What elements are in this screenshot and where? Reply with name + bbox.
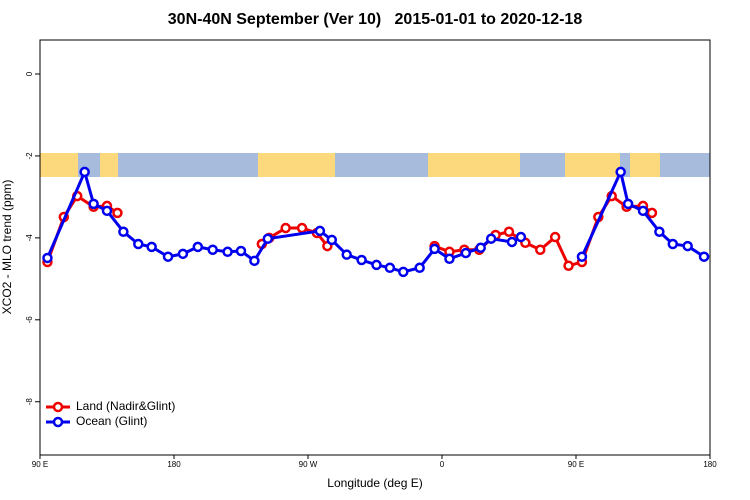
y-tick-label: -8: [25, 398, 34, 406]
data-point: [398, 266, 409, 278]
x-tick-label: 90 E: [32, 460, 48, 469]
data-point: [503, 226, 515, 237]
land-patch: [100, 153, 118, 177]
data-point: [146, 241, 157, 253]
data-point: [515, 231, 527, 243]
legend-marker: [52, 416, 64, 428]
data-point: [698, 251, 710, 262]
data-point: [42, 252, 53, 264]
data-point: [296, 222, 308, 234]
data-point: [622, 198, 634, 210]
data-point: [429, 243, 440, 255]
x-axis-label: Longitude (deg E): [327, 476, 422, 490]
data-point: [654, 226, 665, 237]
data-point: [371, 259, 382, 271]
data-point: [563, 260, 574, 271]
x-tick-label: 90 E: [568, 460, 584, 469]
data-point: [475, 242, 486, 253]
land-patch: [565, 153, 620, 177]
legend-marker: [52, 401, 64, 413]
data-point: [314, 225, 326, 237]
series-line: [46, 170, 705, 274]
data-point: [444, 253, 455, 265]
data-point: [222, 246, 233, 258]
data-point: [207, 244, 218, 256]
data-point: [615, 166, 626, 178]
data-point: [646, 207, 658, 219]
land-patch: [258, 153, 335, 177]
data-point: [682, 240, 693, 252]
data-point: [112, 207, 123, 219]
x-tick-label: 90 W: [299, 460, 318, 469]
data-point: [101, 205, 113, 217]
y-tick-label: -2: [25, 152, 34, 160]
data-point: [341, 249, 352, 260]
data-point: [384, 262, 396, 274]
x-tick-label: 180: [167, 460, 181, 469]
data-point: [192, 241, 204, 253]
legend-label: Ocean (Glint): [76, 414, 147, 428]
data-point: [356, 254, 367, 266]
data-point: [262, 233, 274, 244]
data-point: [637, 205, 649, 217]
data-point: [79, 166, 90, 178]
y-axis-label: XCO2 - MLO trend (ppm): [0, 180, 14, 315]
land-patch: [428, 153, 520, 177]
data-point: [133, 238, 144, 250]
y-tick-label: -6: [25, 316, 34, 324]
data-point: [506, 236, 518, 248]
legend-label: Land (Nadir&Glint): [76, 399, 175, 413]
x-tick-label: 0: [440, 460, 445, 469]
data-point: [535, 244, 546, 256]
data-point: [280, 222, 291, 234]
x-tick-label: 180: [703, 460, 717, 469]
y-tick-label: -4: [25, 234, 34, 242]
data-point: [162, 251, 174, 262]
map-strip: [40, 153, 710, 177]
data-point: [249, 255, 260, 267]
land-patch: [40, 153, 78, 177]
data-point: [485, 233, 497, 244]
land-patch: [630, 153, 660, 177]
data-point: [235, 245, 247, 257]
data-point: [88, 198, 99, 210]
data-point: [667, 238, 679, 250]
data-point: [414, 262, 425, 274]
data-point: [118, 226, 129, 237]
chart-title: 30N-40N September (Ver 10) 2015-01-01 to…: [168, 11, 583, 28]
data-point: [549, 231, 561, 243]
plot-frame: [39, 39, 711, 456]
y-tick-label: 0: [25, 71, 34, 76]
data-point: [576, 251, 588, 262]
data-point: [460, 247, 472, 259]
data-point: [177, 248, 189, 260]
data-point: [326, 234, 338, 246]
